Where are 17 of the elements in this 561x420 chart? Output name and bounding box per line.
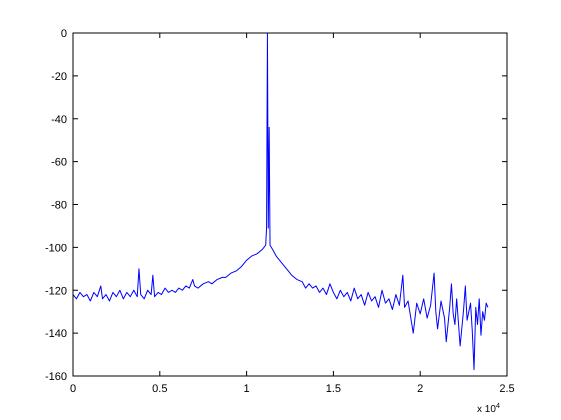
x-tick-label: 1.5 — [326, 383, 342, 395]
line-series — [73, 32, 488, 370]
x-tick-label: 1 — [244, 383, 250, 395]
x-tick-label: 2 — [417, 383, 424, 395]
y-tick-label: -20 — [51, 70, 67, 83]
y-tick-label: 0 — [60, 28, 67, 40]
y-tick-label: -80 — [51, 200, 67, 212]
y-tick-label: -140 — [44, 328, 67, 340]
x-tick-label: 0.5 — [152, 383, 168, 395]
y-tick-label: -100 — [44, 242, 67, 254]
y-tick-label: -160 — [44, 371, 67, 383]
y-tick-label: -40 — [51, 114, 67, 126]
text: x 10$^{4}$ — [477, 400, 500, 415]
y-tick-label: -120 — [44, 285, 67, 298]
x-tick-label: 0 — [70, 383, 76, 395]
y-tick-label: -60 — [51, 156, 67, 169]
x-tick-label: 2.5 — [499, 383, 515, 395]
